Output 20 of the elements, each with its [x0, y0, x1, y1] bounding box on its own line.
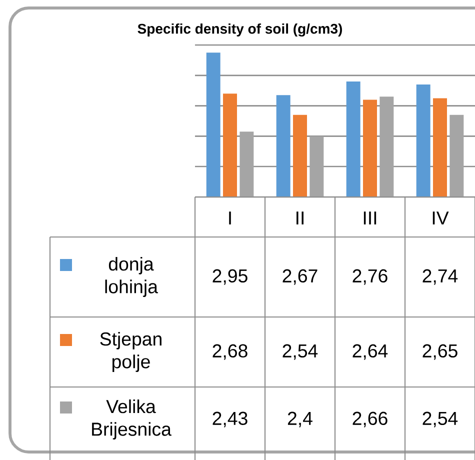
data-label: 2,74 [422, 269, 458, 285]
x-tick-label: I [229, 212, 231, 224]
data-label: 2,66 [352, 412, 388, 428]
data-label: 2,54 [282, 344, 318, 360]
legend-label: donja lohinja [105, 256, 158, 298]
x-tick-label: III [364, 212, 376, 224]
legend-label: Velika Brijesnica [92, 399, 172, 440]
data-label: 2,64 [352, 344, 388, 360]
data-label: 2,95 [212, 269, 248, 285]
x-tick-label: IV [432, 212, 449, 224]
data-label: 2,67 [282, 269, 318, 285]
x-tick-label: II [296, 212, 304, 224]
data-label: 2,43 [212, 412, 248, 428]
legend-label: Stjepan polje [100, 332, 162, 372]
data-label: 2,4 [288, 412, 312, 428]
data-label: 2,76 [352, 269, 388, 285]
chart-title: Specific density of soil (g/cm3) [138, 23, 342, 37]
data-label: 2,65 [422, 344, 458, 360]
data-label: 2,68 [212, 344, 248, 360]
data-label: 2,54 [422, 412, 458, 428]
